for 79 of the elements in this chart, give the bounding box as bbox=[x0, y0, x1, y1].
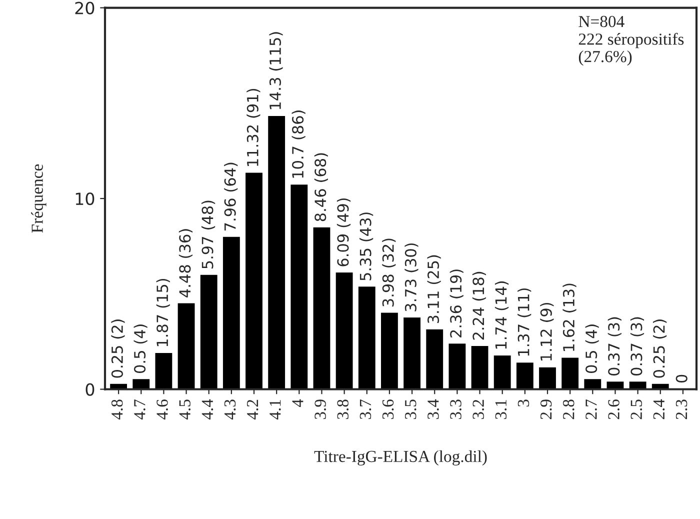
data-label: 1.87 (15) bbox=[156, 278, 170, 346]
data-label: 11.32 (91) bbox=[246, 88, 260, 166]
x-tick-label: 2.9 bbox=[540, 400, 552, 420]
y-tick-label: 0 bbox=[86, 383, 94, 396]
x-tick-label: 4 bbox=[292, 399, 304, 407]
x-tick-label: 3 bbox=[518, 400, 530, 407]
bar bbox=[358, 286, 376, 390]
bar bbox=[336, 272, 353, 390]
data-label: 0.5 (4) bbox=[134, 324, 148, 373]
data-label: 7.96 (64) bbox=[224, 162, 238, 230]
bar bbox=[290, 184, 308, 390]
x-tick-label: 2.7 bbox=[586, 399, 597, 420]
data-label: 5.97 (48) bbox=[201, 200, 216, 268]
data-label: 0.25 (2) bbox=[111, 320, 125, 378]
x-tick-label: 2.5 bbox=[630, 400, 642, 420]
x-tick-label: 3.7 bbox=[360, 399, 372, 420]
bar bbox=[200, 274, 218, 390]
x-tick-label: 3.6 bbox=[382, 399, 394, 420]
data-label: 6.09 (49) bbox=[336, 198, 351, 266]
x-tick-label: 3.3 bbox=[450, 400, 462, 420]
bar bbox=[584, 379, 602, 390]
bar bbox=[404, 318, 420, 390]
x-tick-label: 4.6 bbox=[156, 399, 168, 420]
bar bbox=[268, 116, 286, 390]
data-label: 4.48 (36) bbox=[178, 229, 193, 298]
x-tick-label: 3.8 bbox=[337, 400, 349, 420]
y-tick-label: 10 bbox=[76, 192, 94, 206]
bar bbox=[313, 227, 330, 390]
x-tick-label: 4.8 bbox=[111, 400, 123, 420]
data-label: 1.74 (14) bbox=[494, 281, 509, 349]
bar bbox=[222, 236, 240, 390]
bar bbox=[246, 172, 262, 390]
data-label: 1.37 (11) bbox=[518, 288, 532, 356]
data-label: 3.98 (32) bbox=[382, 238, 396, 306]
x-tick-label: 3.5 bbox=[405, 400, 416, 420]
bar bbox=[426, 329, 444, 390]
data-label: 0.25 (2) bbox=[653, 320, 667, 378]
data-label: 3.11 (25) bbox=[427, 255, 441, 324]
data-label: 0.37 (3) bbox=[630, 317, 644, 376]
data-label: 3.73 (30) bbox=[404, 243, 418, 312]
x-axis-title: Titre-IgG-ELISA (log.dil) bbox=[314, 450, 487, 466]
data-label: 2.36 (19) bbox=[450, 270, 464, 338]
x-tick-label: 4.5 bbox=[179, 400, 191, 420]
bar bbox=[516, 362, 534, 390]
data-label: 14.3 (115) bbox=[269, 32, 283, 110]
bar bbox=[494, 356, 511, 390]
bar bbox=[448, 344, 466, 390]
bar bbox=[562, 358, 579, 390]
data-label: 1.62 (13) bbox=[562, 284, 576, 351]
data-label: 8.46 (68) bbox=[314, 153, 328, 222]
y-tick-label: 20 bbox=[75, 2, 94, 14]
x-tick-label: 2.6 bbox=[608, 399, 620, 420]
x-tick-label: 4.1 bbox=[270, 400, 281, 420]
data-label: 0 bbox=[676, 374, 688, 383]
bar bbox=[471, 346, 488, 390]
bar bbox=[155, 353, 172, 390]
data-label: 0.5 (4) bbox=[585, 324, 599, 373]
x-tick-label: 3.1 bbox=[495, 400, 507, 420]
annotation: N=804 222 séropositifs (27.6%) bbox=[578, 16, 684, 66]
x-tick-label: 2.4 bbox=[653, 399, 665, 420]
data-label: 5.35 (43) bbox=[360, 212, 374, 280]
x-tick-label: 4.4 bbox=[202, 399, 214, 420]
bar bbox=[178, 303, 195, 390]
x-tick-label: 3.2 bbox=[472, 400, 484, 420]
x-tick-label: 3.4 bbox=[428, 399, 439, 420]
x-tick-label: 2.3 bbox=[676, 400, 688, 420]
x-tick-label: 4.2 bbox=[246, 400, 258, 420]
x-tick-label: 3.9 bbox=[314, 400, 326, 420]
bar bbox=[132, 379, 150, 390]
bar bbox=[539, 367, 556, 390]
bar bbox=[381, 312, 398, 390]
x-tick-label: 2.8 bbox=[562, 400, 574, 420]
data-label: 2.24 (18) bbox=[472, 272, 486, 340]
x-tick-label: 4.7 bbox=[134, 399, 146, 420]
x-tick-label: 4.3 bbox=[224, 400, 236, 420]
data-label: 1.12 (9) bbox=[540, 302, 554, 360]
data-label: 0.37 (3) bbox=[608, 317, 622, 376]
data-label: 10.7 (86) bbox=[292, 110, 306, 178]
y-axis-title: Fréquence bbox=[31, 164, 46, 233]
